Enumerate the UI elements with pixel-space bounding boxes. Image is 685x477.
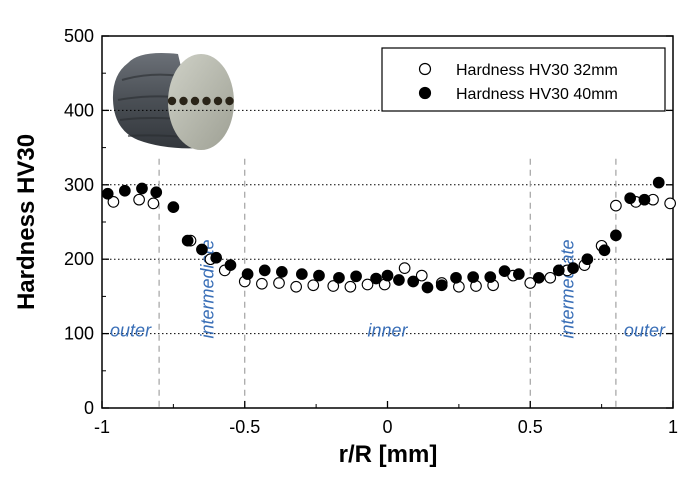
point-40mm (532, 271, 545, 284)
x-tick-label: -1 (94, 417, 110, 437)
y-tick-label: 300 (64, 175, 94, 195)
point-40mm (467, 271, 480, 283)
point-40mm (450, 271, 462, 284)
hole-mark (213, 96, 223, 106)
point-40mm (421, 281, 434, 294)
legend-label-40mm: Hardness HV30 40mm (456, 86, 618, 103)
y-tick-label: 0 (84, 398, 94, 418)
x-tick-label: 0.5 (518, 417, 543, 437)
data-points (101, 176, 676, 294)
point-40mm (407, 275, 420, 288)
legend-label-32mm: Hardness HV30 32mm (456, 62, 618, 79)
point-32mm (256, 277, 268, 290)
point-40mm (101, 187, 114, 200)
legend-marker-32mm (418, 62, 432, 76)
point-40mm (610, 229, 622, 242)
point-40mm (484, 271, 497, 283)
point-40mm (498, 265, 511, 277)
point-40mm (196, 243, 208, 256)
y-tick-label: 500 (64, 26, 94, 46)
point-40mm (652, 176, 665, 189)
point-32mm (307, 279, 320, 292)
x-tick-label: 0 (382, 417, 392, 437)
hole-mark (202, 96, 211, 106)
y-tick-label: 200 (64, 249, 94, 269)
point-40mm (581, 253, 594, 266)
point-40mm (210, 251, 223, 264)
point-40mm (512, 268, 525, 280)
point-40mm (552, 264, 565, 277)
point-32mm (610, 199, 622, 212)
point-40mm (350, 270, 362, 283)
point-40mm (333, 271, 345, 284)
point-32mm (398, 262, 411, 274)
point-40mm (224, 259, 237, 272)
y-axis-title: Hardness HV30 (13, 134, 40, 310)
point-40mm (296, 268, 308, 280)
point-40mm (598, 244, 611, 257)
region-label: outer (110, 320, 152, 340)
point-32mm (273, 277, 285, 289)
point-40mm (276, 265, 288, 278)
y-tick-label: 100 (64, 324, 94, 344)
axes: 0 100 200 300 400 500 -1 -0.5 0 0.5 1 (64, 26, 678, 437)
point-40mm (313, 269, 325, 282)
point-40mm (118, 184, 131, 197)
point-32mm (344, 280, 357, 293)
region-label: inner (367, 320, 408, 340)
point-40mm (258, 264, 271, 277)
point-40mm (167, 201, 180, 213)
point-32mm (664, 197, 676, 210)
region-label: intermediate (557, 239, 577, 338)
legend: Hardness HV30 32mm Hardness HV30 40mm (381, 47, 666, 112)
point-40mm (370, 272, 382, 285)
point-40mm (435, 279, 448, 292)
hole-mark (179, 96, 188, 106)
point-32mm (524, 277, 537, 289)
region-label: outer (624, 320, 666, 340)
point-40mm (624, 192, 637, 205)
point-32mm (415, 269, 428, 282)
point-32mm (361, 278, 374, 291)
point-32mm (290, 280, 302, 293)
point-40mm (150, 186, 163, 199)
point-32mm (147, 197, 160, 210)
point-32mm (544, 271, 557, 284)
hole-mark (167, 96, 177, 106)
x-tick-label: 1 (668, 417, 678, 437)
hole-mark (225, 96, 234, 106)
point-40mm (181, 234, 194, 247)
y-tick-label: 400 (64, 100, 94, 120)
point-40mm (567, 262, 579, 274)
point-32mm (107, 196, 120, 208)
point-40mm (638, 193, 651, 206)
x-axis-title: r/R [mm] (339, 441, 438, 468)
point-40mm (241, 268, 254, 280)
cylinder-sample-icon (112, 53, 234, 150)
point-40mm (393, 274, 405, 286)
x-tick-label: -0.5 (229, 417, 260, 437)
point-32mm (133, 193, 145, 206)
point-40mm (381, 269, 394, 282)
point-40mm (136, 182, 148, 195)
hole-mark (190, 96, 200, 106)
legend-marker-40mm (418, 86, 432, 100)
point-32mm (327, 280, 340, 292)
